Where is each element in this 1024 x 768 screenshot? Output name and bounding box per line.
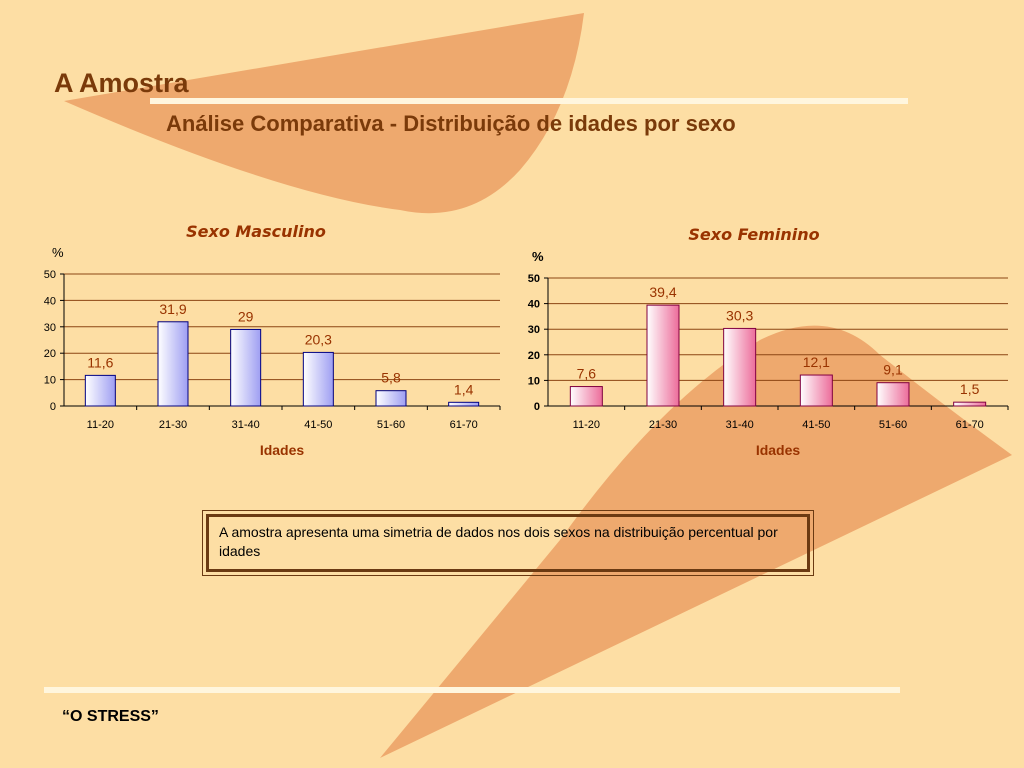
data-label: 5,8 bbox=[381, 370, 401, 386]
data-label: 9,1 bbox=[883, 362, 903, 378]
bar-41-50 bbox=[799, 374, 833, 407]
x-tick-label: 41-50 bbox=[802, 419, 830, 431]
bar-41-50 bbox=[302, 351, 334, 407]
x-tick-label: 11-20 bbox=[87, 419, 114, 431]
y-tick-label: 50 bbox=[528, 273, 540, 285]
y-tick-label: 30 bbox=[528, 324, 540, 336]
x-tick-label: 41-50 bbox=[304, 419, 332, 431]
footer-text: “O STRESS” bbox=[62, 708, 159, 725]
header-rule bbox=[150, 98, 908, 104]
data-label: 12,1 bbox=[803, 354, 830, 370]
data-label: 29 bbox=[238, 308, 254, 324]
summary-note-text: A amostra apresenta uma simetria de dado… bbox=[206, 514, 810, 572]
footer-rule bbox=[44, 687, 900, 693]
chart-title: Sexo Feminino bbox=[688, 225, 819, 244]
bar-31-40 bbox=[230, 328, 262, 407]
y-tick-label: 10 bbox=[44, 375, 56, 387]
data-label: 1,5 bbox=[960, 381, 980, 397]
decorative-shape-bottom bbox=[380, 325, 1012, 758]
y-tick-label: 30 bbox=[44, 322, 56, 334]
data-label: 1,4 bbox=[454, 381, 474, 397]
bar-61-70 bbox=[953, 401, 987, 407]
y-axis-unit: % bbox=[52, 245, 64, 260]
decorative-shape-top bbox=[64, 13, 584, 214]
data-label: 31,9 bbox=[159, 301, 186, 317]
y-tick-label: 20 bbox=[528, 350, 540, 362]
chart-male: Sexo Masculino% 0 10 20 30 40 50 11,6 11-20 31,9 2… bbox=[44, 222, 501, 458]
bar-51-60 bbox=[375, 390, 407, 407]
x-tick-label: 21-30 bbox=[159, 419, 187, 431]
y-tick-label: 0 bbox=[534, 401, 540, 413]
data-label: 30,3 bbox=[726, 307, 753, 323]
bar-11-20 bbox=[84, 374, 116, 407]
x-tick-label: 51-60 bbox=[377, 419, 405, 431]
y-tick-label: 40 bbox=[44, 295, 56, 307]
chart-female: Sexo Feminino% 0 10 20 30 40 50 7,6 11-20 39,4 21-… bbox=[528, 225, 1009, 458]
bar-21-30 bbox=[646, 304, 680, 407]
y-axis-unit: % bbox=[532, 249, 544, 264]
slide-title: A Amostra bbox=[54, 68, 189, 98]
y-tick-label: 50 bbox=[44, 269, 56, 281]
x-tick-label: 51-60 bbox=[879, 419, 907, 431]
data-label: 39,4 bbox=[649, 284, 676, 300]
bar-51-60 bbox=[876, 382, 910, 407]
slide-subtitle: Análise Comparativa - Distribuição de id… bbox=[166, 111, 736, 136]
y-tick-label: 40 bbox=[528, 299, 540, 311]
x-tick-label: 61-70 bbox=[450, 419, 478, 431]
bar-31-40 bbox=[723, 327, 757, 407]
bar-61-70 bbox=[448, 401, 480, 407]
x-axis-label: Idades bbox=[260, 442, 305, 458]
summary-note-box: A amostra apresenta uma simetria de dado… bbox=[202, 510, 814, 576]
data-label: 7,6 bbox=[577, 366, 597, 382]
x-tick-label: 61-70 bbox=[956, 419, 984, 431]
x-tick-label: 31-40 bbox=[726, 419, 754, 431]
data-label: 11,6 bbox=[87, 354, 113, 370]
bar-21-30 bbox=[157, 321, 189, 407]
chart-title: Sexo Masculino bbox=[186, 222, 326, 241]
x-tick-label: 31-40 bbox=[232, 419, 260, 431]
y-tick-label: 10 bbox=[528, 375, 540, 387]
x-axis-label: Idades bbox=[756, 442, 801, 458]
x-tick-label: 21-30 bbox=[649, 419, 677, 431]
x-tick-label: 11-20 bbox=[573, 419, 600, 431]
data-label: 20,3 bbox=[305, 331, 332, 347]
bar-11-20 bbox=[569, 386, 603, 407]
y-tick-label: 20 bbox=[44, 348, 56, 360]
y-tick-label: 0 bbox=[50, 401, 56, 413]
